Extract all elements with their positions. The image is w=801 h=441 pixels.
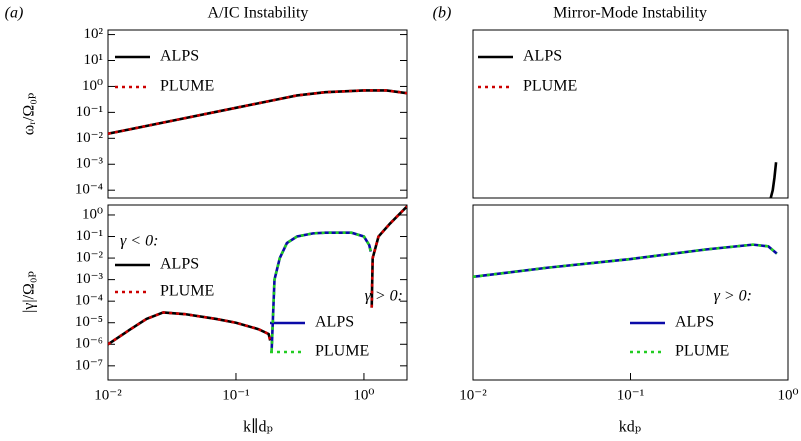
y-tick-label: 10⁻⁴	[75, 293, 103, 309]
legend-label: ALPS	[160, 256, 199, 273]
y-tick-label: 10⁻²	[76, 130, 104, 146]
data-line	[108, 89, 407, 136]
y-tick-label: 10⁻³	[76, 271, 104, 287]
y-tick-label: 10⁻²	[76, 250, 104, 266]
data-line	[769, 162, 778, 198]
panel-title: Mirror-Mode Instability	[553, 5, 707, 22]
plot-frame	[472, 29, 789, 199]
plot-frame	[472, 204, 789, 381]
y-tick-label: 10⁻⁶	[75, 336, 103, 352]
legend-label: ALPS	[160, 48, 199, 65]
y-tick-label: 10⁰	[82, 78, 103, 94]
legend-label: PLUME	[675, 343, 729, 360]
data-line	[108, 205, 407, 346]
x-tick-label: 10⁻²	[94, 387, 122, 403]
legend-title: γ > 0:	[714, 288, 752, 305]
panel-label: (a)	[5, 5, 24, 22]
y-axis-label: |γ|/Ω₀ₚ	[21, 271, 38, 313]
y-tick-label: 10⁻⁴	[75, 182, 103, 198]
panel-title: A/IC Instability	[208, 5, 309, 22]
y-axis-label: ωᵣ/Ω₀ₚ	[21, 93, 38, 136]
legend-label: ALPS	[675, 314, 714, 331]
y-tick-label: 10⁻³	[76, 156, 104, 172]
legend-label: ALPS	[315, 314, 354, 331]
y-tick-label: 10²	[84, 26, 104, 42]
legend-label: PLUME	[160, 78, 214, 95]
x-axis-label: k∥dₚ	[243, 418, 273, 436]
data-line	[108, 89, 407, 136]
y-tick-label: 10⁻⁷	[75, 357, 103, 373]
x-tick-label: 10⁰	[777, 387, 798, 403]
plot-frame	[107, 29, 408, 199]
y-tick-label: 10⁻¹	[76, 104, 103, 120]
x-tick-label: 10⁻²	[459, 387, 487, 403]
y-tick-label: 10⁰	[82, 206, 103, 222]
x-tick-label: 10⁻¹	[617, 387, 644, 403]
y-tick-label: 10¹	[84, 52, 104, 68]
x-axis-label: kdₚ	[619, 419, 641, 436]
panel-label: (b)	[433, 5, 452, 22]
plot-frame	[107, 204, 408, 381]
legend-label: ALPS	[523, 48, 562, 65]
legend-label: PLUME	[160, 283, 214, 300]
legend-title: γ > 0:	[365, 288, 403, 305]
y-tick-label: 10⁻¹	[76, 228, 103, 244]
data-line	[473, 243, 778, 279]
data-line	[270, 231, 373, 351]
data-line	[108, 205, 407, 346]
legend-label: PLUME	[523, 78, 577, 95]
x-tick-label: 10⁰	[353, 387, 374, 403]
x-tick-label: 10⁻¹	[222, 387, 249, 403]
data-line	[270, 231, 373, 351]
y-tick-label: 10⁻⁵	[75, 314, 103, 330]
legend-label: PLUME	[315, 343, 369, 360]
legend-title: γ < 0:	[120, 233, 158, 250]
